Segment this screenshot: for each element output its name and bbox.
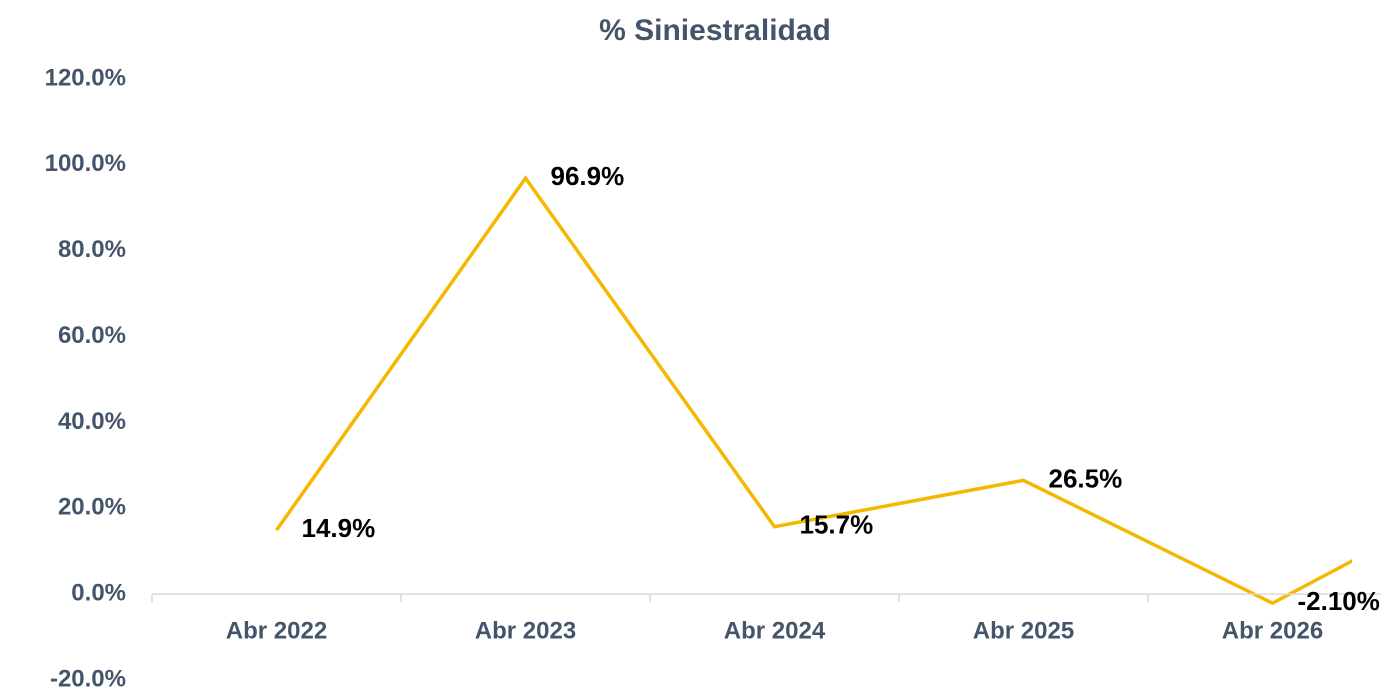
y-tick-label: 40.0% — [58, 408, 126, 435]
y-tick-label: 100.0% — [45, 150, 126, 177]
data-label: 15.7% — [800, 510, 874, 540]
y-tick-label: 60.0% — [58, 322, 126, 349]
data-label: -2.10% — [1298, 586, 1380, 616]
y-tick-label: 0.0% — [71, 579, 126, 606]
x-tick-label: Abr 2024 — [724, 617, 826, 644]
x-tick-label: Abr 2025 — [973, 617, 1074, 644]
x-tick-label: Abr 2023 — [475, 617, 576, 644]
x-tick-label: Abr 2026 — [1222, 617, 1323, 644]
y-tick-label: 20.0% — [58, 494, 126, 521]
x-tick-label: Abr 2022 — [226, 617, 327, 644]
data-label: 26.5% — [1049, 463, 1123, 493]
data-label: 14.9% — [302, 513, 376, 543]
y-tick-label: -20.0% — [50, 665, 126, 690]
chart-title: % Siniestralidad — [599, 14, 831, 47]
y-tick-label: 120.0% — [45, 64, 126, 91]
data-label: 96.9% — [551, 161, 625, 191]
y-tick-label: 80.0% — [58, 236, 126, 263]
